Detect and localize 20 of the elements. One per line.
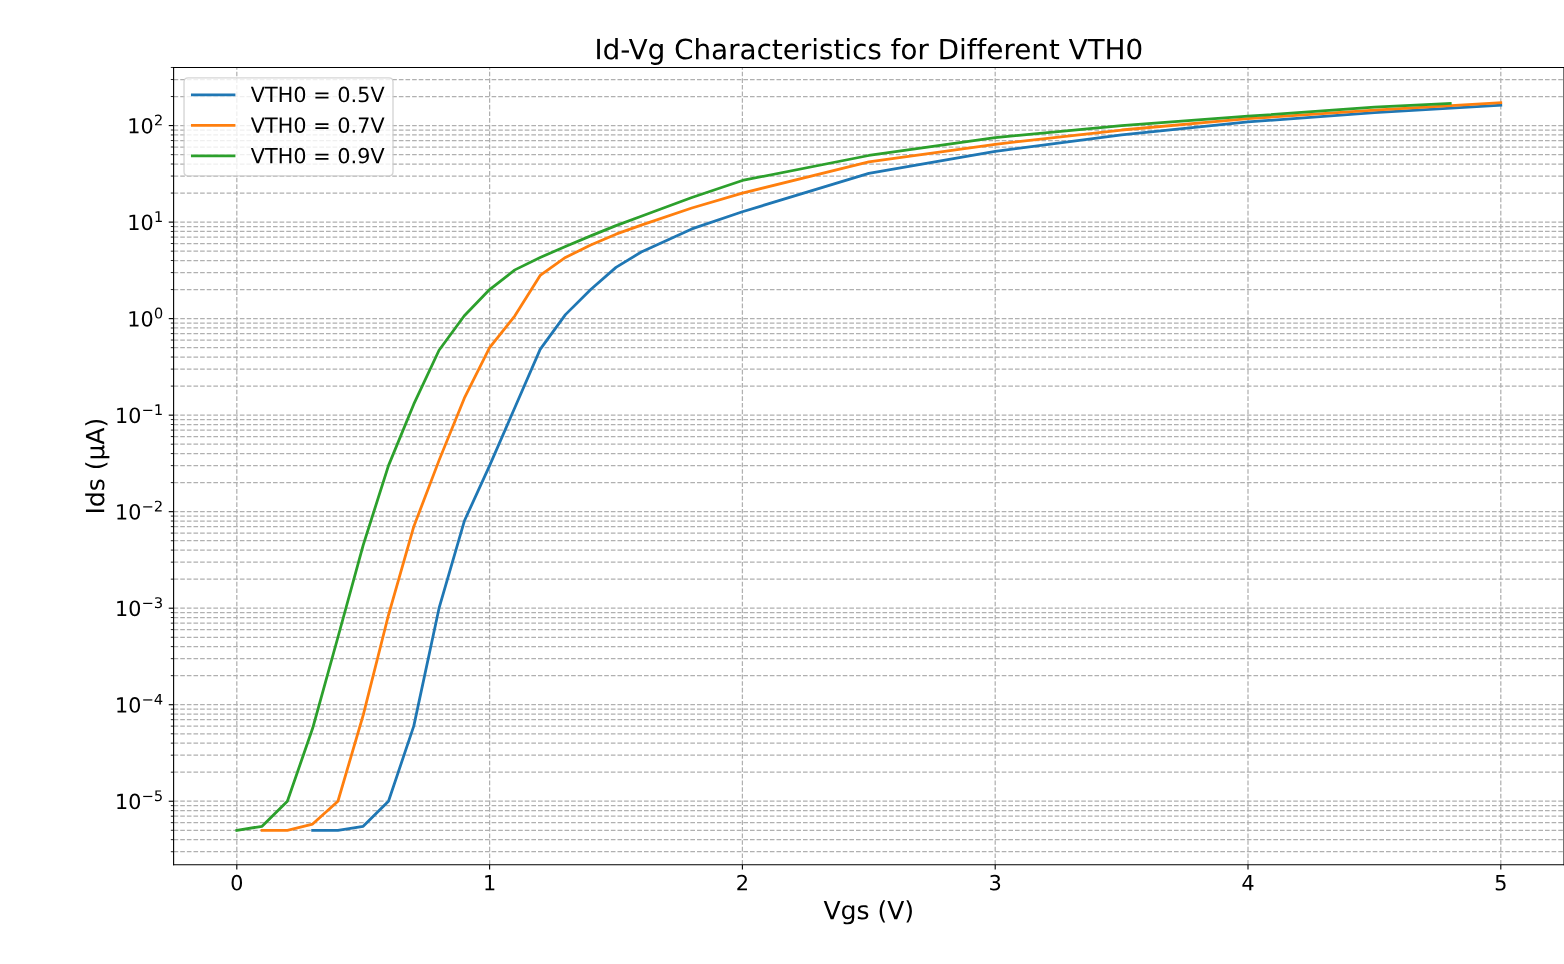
- legend-label: VTH0 = 0.5V: [250, 86, 385, 103]
- x-tick-label: 3: [990, 874, 1001, 891]
- x-tick-label: 1: [485, 875, 495, 891]
- y-axis-title: Ids (μA): [85, 419, 110, 513]
- legend-label: VTH0 = 0.7V: [250, 117, 385, 133]
- legend-label: VTH0 = 0.9V: [250, 147, 385, 164]
- chart-title: Id-Vg Characteristics for Different VTH0: [597, 38, 1142, 65]
- y-tick-label: 10$^{−3}$: [117, 597, 162, 617]
- y-tick-label: 10$^{0}$: [129, 307, 163, 327]
- x-tick-label: 2: [737, 874, 747, 891]
- x-tick-label: 5: [1495, 875, 1506, 891]
- y-tick-label: 10$^{1}$: [129, 211, 162, 231]
- x-axis-title: Vgs (V): [823, 900, 912, 925]
- y-tick-label: 10$^{−2}$: [117, 500, 162, 520]
- y-tick-label: 10$^{−5}$: [117, 790, 162, 810]
- x-tick-label: 4: [1242, 875, 1254, 891]
- y-tick-label: 10$^{2}$: [129, 114, 162, 134]
- y-tick-label: 10$^{−1}$: [117, 404, 162, 424]
- x-tick-label: 0: [231, 874, 243, 891]
- y-tick-label: 10$^{−4}$: [117, 693, 163, 713]
